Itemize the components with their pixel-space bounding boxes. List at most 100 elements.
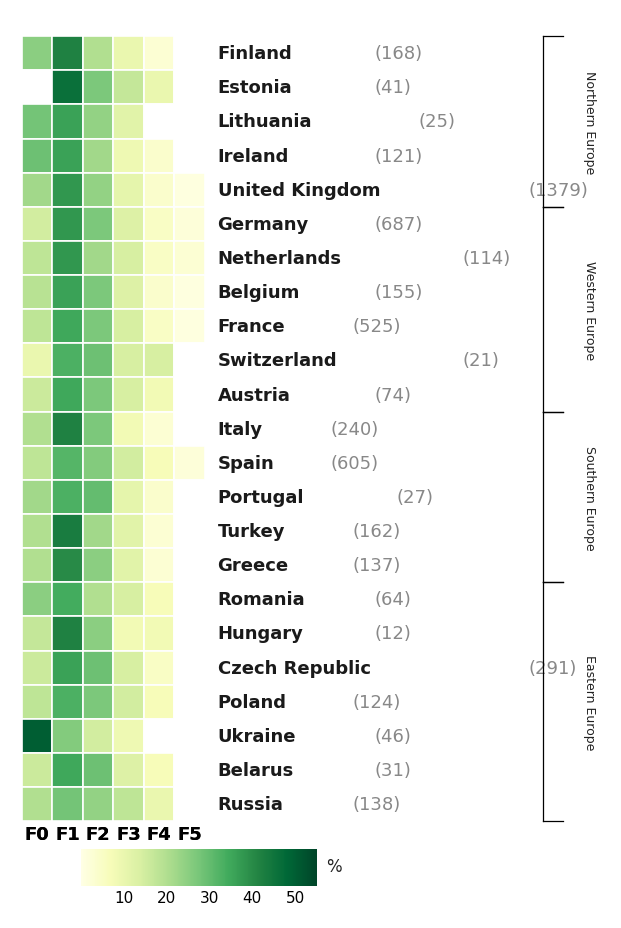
Text: Finland: Finland xyxy=(217,45,292,63)
Text: (138): (138) xyxy=(353,795,401,813)
Bar xyxy=(22,208,52,241)
Bar xyxy=(113,105,144,139)
Text: (168): (168) xyxy=(374,45,423,63)
Text: (74): (74) xyxy=(374,386,412,404)
Bar xyxy=(113,310,144,344)
Bar xyxy=(52,241,83,276)
Bar xyxy=(22,583,52,617)
Text: (64): (64) xyxy=(374,591,412,609)
Text: France: France xyxy=(217,318,285,336)
Bar xyxy=(175,617,205,651)
Text: Lithuania: Lithuania xyxy=(217,113,312,132)
Bar xyxy=(22,412,52,446)
Bar xyxy=(113,787,144,821)
Bar xyxy=(52,481,83,514)
Bar xyxy=(175,378,205,412)
Bar xyxy=(22,787,52,821)
Bar xyxy=(144,208,175,241)
Bar xyxy=(22,344,52,378)
Bar xyxy=(22,310,52,344)
Bar xyxy=(52,651,83,685)
Bar xyxy=(113,276,144,310)
Text: Spain: Spain xyxy=(217,455,274,472)
Bar xyxy=(52,754,83,787)
Bar xyxy=(22,685,52,719)
Bar xyxy=(52,412,83,446)
Text: Belgium: Belgium xyxy=(217,284,300,302)
Bar xyxy=(22,241,52,276)
Bar xyxy=(175,208,205,241)
Text: Southern Europe: Southern Europe xyxy=(584,445,596,549)
Bar xyxy=(83,787,113,821)
Bar xyxy=(144,378,175,412)
Bar xyxy=(144,651,175,685)
Bar xyxy=(52,208,83,241)
Text: (605): (605) xyxy=(330,455,379,472)
Bar xyxy=(175,583,205,617)
Bar xyxy=(113,548,144,583)
Bar xyxy=(83,446,113,481)
Bar xyxy=(175,139,205,174)
Bar xyxy=(144,481,175,514)
Text: (121): (121) xyxy=(374,148,423,165)
Text: (162): (162) xyxy=(353,522,401,540)
Bar xyxy=(22,276,52,310)
Bar xyxy=(22,139,52,174)
Bar xyxy=(52,446,83,481)
Bar xyxy=(175,174,205,208)
Bar xyxy=(22,514,52,548)
Text: Estonia: Estonia xyxy=(217,79,292,97)
Bar xyxy=(113,139,144,174)
Bar xyxy=(83,71,113,105)
Text: Ukraine: Ukraine xyxy=(217,727,296,745)
Bar xyxy=(22,548,52,583)
Bar xyxy=(52,548,83,583)
Bar xyxy=(144,514,175,548)
Bar xyxy=(113,446,144,481)
Text: (525): (525) xyxy=(353,318,401,336)
Bar xyxy=(83,37,113,71)
Bar xyxy=(83,617,113,651)
Bar xyxy=(22,37,52,71)
Text: (137): (137) xyxy=(353,557,401,574)
Text: (21): (21) xyxy=(463,352,499,370)
Text: (41): (41) xyxy=(374,79,412,97)
Bar xyxy=(22,446,52,481)
Text: Greece: Greece xyxy=(217,557,289,574)
Bar xyxy=(144,446,175,481)
Bar xyxy=(52,139,83,174)
Bar xyxy=(22,481,52,514)
Bar xyxy=(144,276,175,310)
Text: Hungary: Hungary xyxy=(217,625,304,643)
Bar xyxy=(175,651,205,685)
Bar xyxy=(83,105,113,139)
Text: Turkey: Turkey xyxy=(217,522,285,540)
Bar xyxy=(175,685,205,719)
Bar xyxy=(113,719,144,754)
Bar xyxy=(144,754,175,787)
Bar xyxy=(52,617,83,651)
Text: Eastern Europe: Eastern Europe xyxy=(584,654,596,750)
Bar xyxy=(52,310,83,344)
Bar xyxy=(22,71,52,105)
Bar xyxy=(144,139,175,174)
Bar xyxy=(22,105,52,139)
Bar xyxy=(113,241,144,276)
Text: (291): (291) xyxy=(528,659,577,677)
Bar xyxy=(113,617,144,651)
Bar xyxy=(144,174,175,208)
Bar xyxy=(22,651,52,685)
Bar xyxy=(83,481,113,514)
Text: (25): (25) xyxy=(419,113,455,132)
Bar xyxy=(144,787,175,821)
Bar xyxy=(83,139,113,174)
Text: Czech Republic: Czech Republic xyxy=(217,659,371,677)
Bar xyxy=(83,174,113,208)
Bar xyxy=(175,719,205,754)
Bar xyxy=(22,719,52,754)
Bar xyxy=(83,378,113,412)
Bar xyxy=(113,651,144,685)
Bar xyxy=(22,174,52,208)
Text: (31): (31) xyxy=(374,761,412,780)
Bar xyxy=(83,344,113,378)
